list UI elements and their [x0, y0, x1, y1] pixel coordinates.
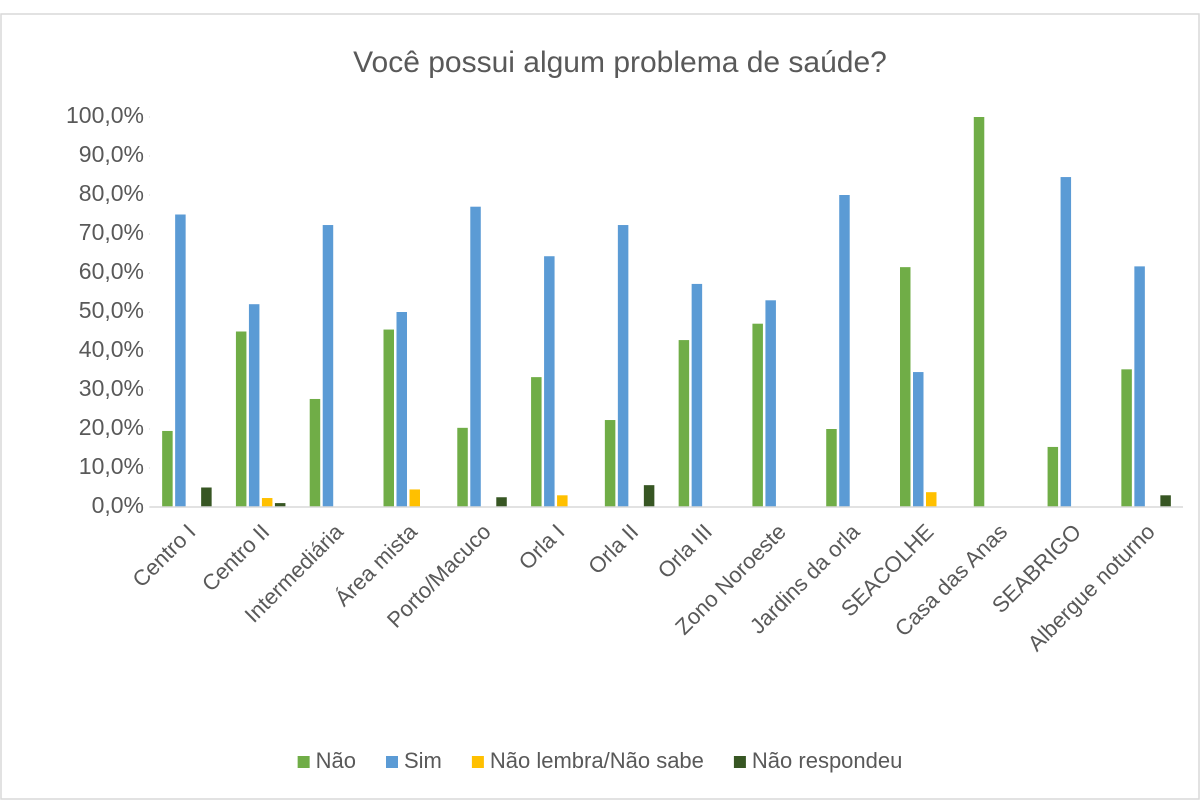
bar: [322, 225, 334, 507]
bar: [201, 487, 212, 507]
legend-label: Não respondeu: [752, 748, 902, 773]
bar: [409, 489, 420, 507]
legend-swatch: [386, 756, 398, 768]
bar: [604, 420, 616, 507]
legend-label: Não lembra/Não sabe: [490, 748, 704, 773]
y-tick-label: 60,0%: [79, 258, 144, 284]
y-tick-label: 90,0%: [79, 141, 144, 167]
bar: [1134, 266, 1145, 507]
legend-swatch: [733, 756, 746, 768]
bar: [826, 429, 837, 507]
y-tick-label: 70,0%: [79, 219, 144, 245]
bar: [617, 225, 629, 507]
y-tick-label: 30,0%: [79, 375, 144, 401]
y-tick-label: 0,0%: [92, 492, 144, 518]
legend-swatch: [471, 756, 484, 768]
legend-swatch: [297, 756, 310, 768]
y-tick-label: 10,0%: [79, 453, 144, 479]
bar: [274, 503, 286, 507]
bar: [531, 377, 542, 507]
bar: [162, 430, 173, 507]
bar: [470, 206, 481, 507]
bar: [765, 300, 776, 507]
bar: [496, 497, 507, 507]
bar: [1121, 369, 1132, 507]
y-tick-label: 40,0%: [79, 336, 144, 362]
bar: [973, 117, 985, 507]
legend-label: Sim: [404, 748, 442, 773]
bar: [235, 331, 247, 507]
bar: [839, 195, 850, 507]
bar: [752, 323, 763, 507]
bar: [678, 340, 690, 507]
y-tick-label: 20,0%: [79, 414, 144, 440]
bar: [643, 485, 655, 507]
bar: [691, 283, 703, 507]
bar: [913, 372, 924, 507]
bar: [1060, 177, 1072, 507]
bar: [396, 312, 407, 507]
bar: [175, 214, 186, 507]
bar: [926, 492, 937, 507]
bar: [383, 329, 394, 507]
bar: [557, 495, 568, 507]
bar: [261, 498, 273, 507]
y-tick-label: 80,0%: [79, 180, 144, 206]
bar: [900, 267, 911, 507]
bar: [457, 427, 468, 507]
bar: [1160, 495, 1171, 507]
y-tick-label: 50,0%: [79, 297, 144, 323]
legend-label: Não: [316, 748, 356, 773]
bar: [544, 256, 555, 507]
bar: [309, 398, 321, 507]
bar: [1047, 446, 1059, 507]
chart-title: Você possui algum problema de saúde?: [353, 46, 887, 79]
y-tick-label: 100,0%: [66, 102, 144, 128]
bar: [248, 304, 260, 507]
chart-border: [0, 13, 1200, 800]
